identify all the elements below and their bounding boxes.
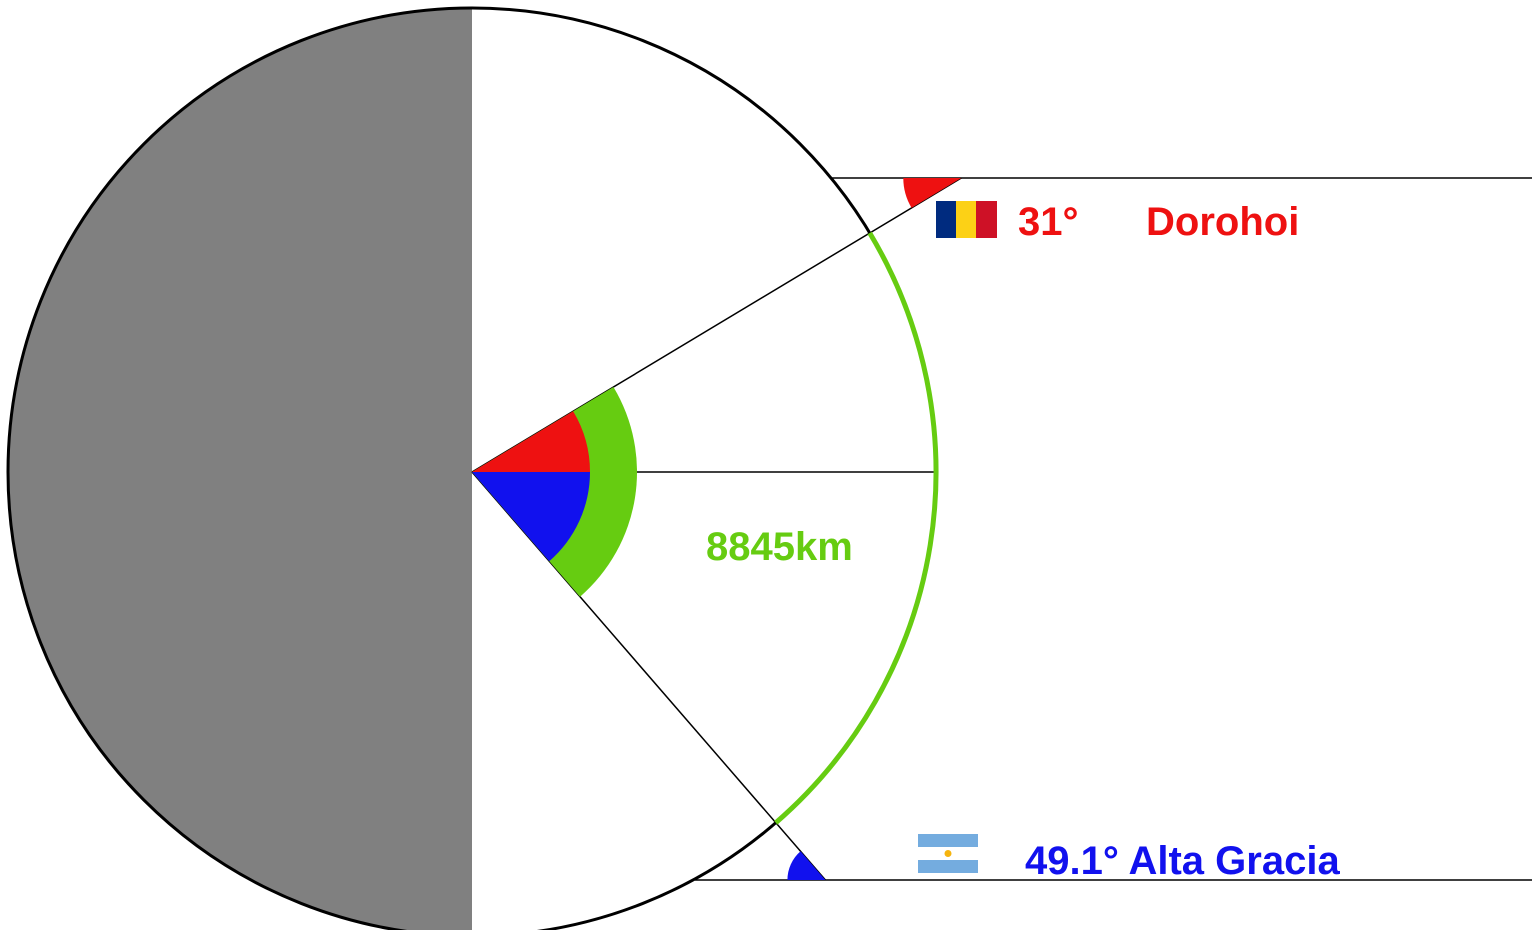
north-angle-label: 31°	[1018, 200, 1079, 244]
south-angle-marker	[787, 851, 826, 880]
night-half	[8, 8, 472, 935]
south-city-label: 49.1° Alta Gracia	[1025, 839, 1340, 883]
argentina-flag-icon	[918, 834, 978, 873]
romania-flag-icon	[936, 201, 997, 238]
north-city-label: Dorohoi	[1146, 200, 1299, 244]
south-angle-sector	[472, 472, 590, 562]
distance-label: 8845km	[706, 525, 853, 569]
north-radius-line	[471, 177, 962, 473]
north-angle-sector	[472, 411, 590, 472]
north-angle-marker	[903, 178, 962, 208]
distance-arc	[774, 231, 939, 825]
